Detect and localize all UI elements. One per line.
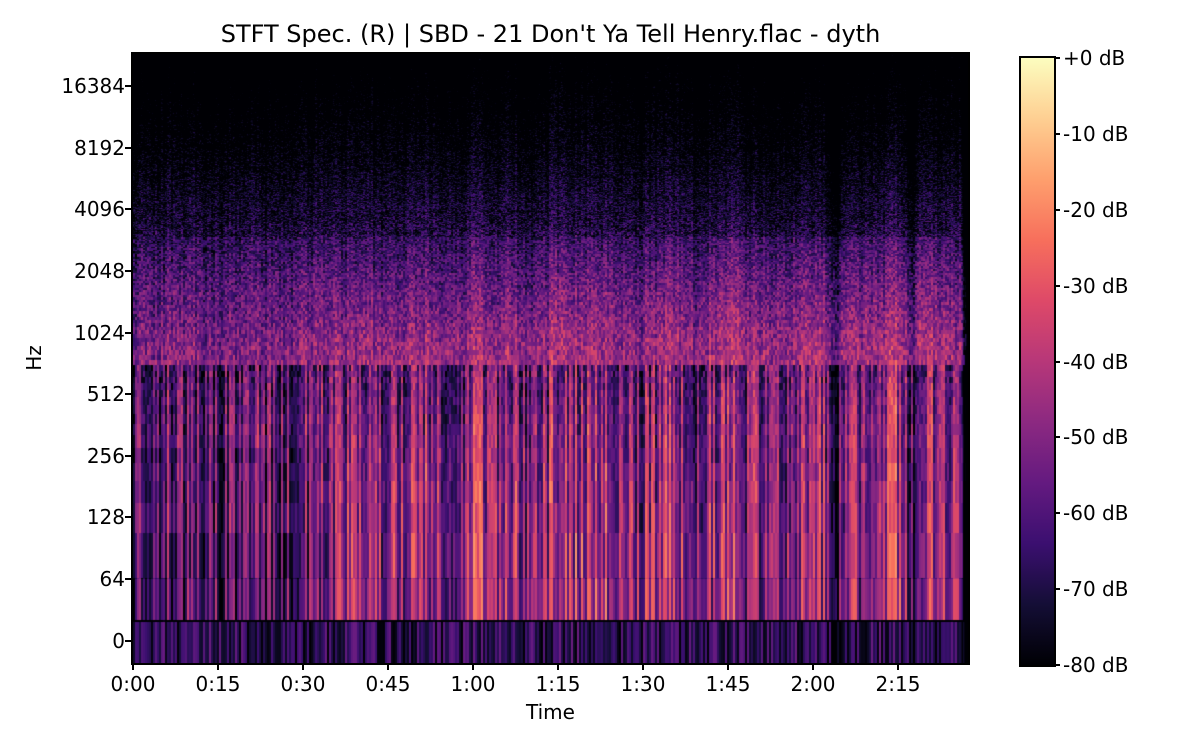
x-tick-mark [472,663,474,670]
x-tick-mark [217,663,219,670]
x-tick-label: 0:00 [110,672,156,696]
y-tick-label: 128 [86,505,125,530]
x-tick-label: 1:30 [620,672,666,696]
colorbar-tick-mark [1054,57,1060,59]
y-tick-label: 512 [86,382,125,407]
y-tick-label: 0 [112,628,125,653]
colorbar-tick-label: -70 dB [1063,577,1129,602]
colorbar-tick-mark [1054,360,1060,363]
x-tick-label: 0:45 [365,672,411,696]
y-tick-label: 4096 [74,197,125,222]
y-tick-label: 64 [99,567,125,591]
colorbar-tick-label: -60 dB [1063,501,1129,526]
x-tick-mark [897,663,899,670]
x-tick-label: 2:00 [790,672,836,696]
x-tick-mark [557,663,559,670]
x-tick-mark [302,663,304,670]
colorbar-tick-label: -40 dB [1063,349,1129,374]
y-tick-mark [125,516,132,519]
x-tick-mark [812,663,814,670]
x-tick-label: 1:00 [450,672,496,696]
colorbar [1019,56,1056,667]
chart-title: STFT Spec. (R) | SBD - 21 Don't Ya Tell … [220,20,881,48]
colorbar-tick-label: -50 dB [1063,425,1129,450]
colorbar-tick-mark [1054,132,1060,135]
x-axis-label: Time [526,700,575,724]
colorbar-tick-label: -10 dB [1063,121,1129,146]
colorbar-tick-label: -30 dB [1063,273,1129,298]
y-tick-mark [125,639,132,642]
colorbar-tick-mark [1054,208,1060,211]
x-tick-label: 0:30 [280,672,326,696]
x-tick-mark [642,663,644,670]
colorbar-tick-mark [1054,512,1060,515]
y-tick-mark [125,393,132,396]
y-tick-label: 2048 [74,259,125,283]
colorbar-tick-mark [1054,664,1060,666]
colorbar-tick-label: -80 dB [1063,653,1129,677]
x-tick-mark [132,663,134,670]
colorbar-tick-mark [1054,284,1060,287]
y-tick-label: 8192 [74,135,125,160]
y-tick-mark [125,578,132,580]
x-tick-label: 2:15 [875,672,921,696]
y-tick-mark [125,208,132,211]
x-tick-label: 0:15 [195,672,241,696]
x-tick-mark [727,663,729,670]
y-tick-mark [125,454,132,457]
colorbar-tick-mark [1054,588,1060,591]
y-tick-label: 16384 [61,74,125,99]
spectrogram-canvas [133,54,968,663]
y-tick-mark [125,85,132,88]
plot-frame [131,52,970,665]
y-tick-label: 256 [86,443,125,468]
colorbar-tick-mark [1054,436,1060,439]
x-tick-label: 1:15 [535,672,581,696]
y-tick-mark [125,270,132,272]
colorbar-tick-label: +0 dB [1063,46,1126,70]
x-tick-label: 1:45 [705,672,751,696]
y-tick-mark [125,146,132,149]
y-tick-mark [125,331,132,334]
colorbar-tick-label: -20 dB [1063,197,1129,222]
colorbar-gradient [1021,58,1054,665]
x-tick-mark [387,663,389,670]
y-tick-label: 1024 [74,320,125,345]
